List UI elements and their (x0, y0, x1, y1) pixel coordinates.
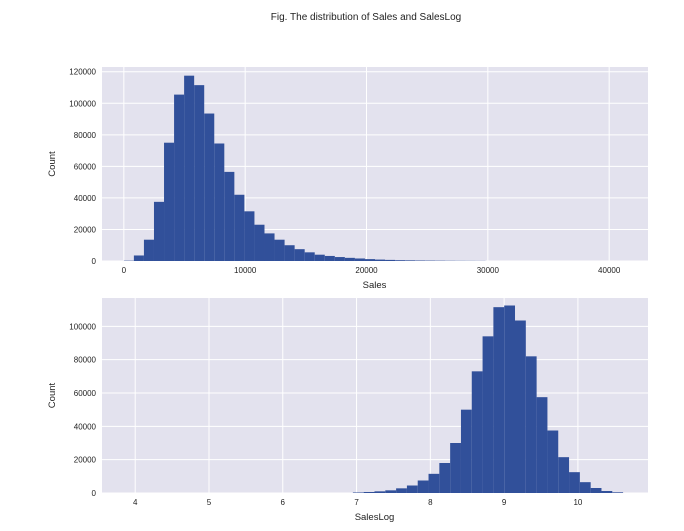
saleslog-y-tick-label-3: 60000 (74, 389, 97, 398)
saleslog-bar-19 (558, 457, 570, 493)
sales-y-tick-label-6: 120000 (69, 68, 96, 77)
sales-bar-13 (254, 224, 265, 261)
sales-x-tick-label-0: 0 (122, 266, 127, 275)
sales-bar-4 (164, 142, 175, 261)
sales-x-tick-label-2: 20000 (355, 266, 378, 275)
saleslog-bar-8 (439, 463, 451, 493)
sales-y-axis-label: Count (47, 151, 58, 177)
figure-title: Fig. The distribution of Sales and Sales… (271, 12, 462, 23)
saleslog-bar-12 (482, 336, 494, 493)
saleslog-bar-18 (547, 430, 559, 493)
sales-bar-25 (375, 259, 386, 261)
sales-y-tick-label-0: 0 (92, 257, 97, 266)
saleslog-x-tick-label-3: 7 (354, 498, 359, 507)
saleslog-histogram-panel: 4 5 6 7 8 9 10 0 20000 40000 60000 80000 100000 Sal… (47, 298, 648, 523)
saleslog-bar-16 (525, 356, 537, 493)
sales-bar-28 (405, 260, 416, 261)
sales-y-tick-label-5: 100000 (69, 99, 96, 108)
sales-bar-2 (143, 239, 154, 261)
saleslog-y-tick-label-5: 100000 (69, 322, 96, 331)
saleslog-x-tick-label-5: 9 (502, 498, 507, 507)
sales-bar-10 (224, 171, 235, 261)
saleslog-bar-21 (579, 482, 591, 493)
sales-bar-14 (264, 233, 275, 261)
sales-bar-12 (244, 211, 255, 261)
sales-bar-9 (214, 143, 225, 261)
sales-bar-1 (133, 255, 144, 261)
sales-bar-16 (284, 245, 295, 261)
saleslog-y-tick-label-1: 20000 (74, 456, 97, 465)
saleslog-bar-6 (417, 480, 429, 493)
saleslog-bar-14 (504, 305, 516, 493)
saleslog-x-tick-label-4: 8 (428, 498, 433, 507)
saleslog-bar-4 (396, 488, 407, 493)
saleslog-bar-15 (515, 320, 526, 493)
saleslog-x-tick-label-0: 4 (133, 498, 138, 507)
saleslog-bar-10 (460, 409, 472, 493)
saleslog-bar-2 (374, 491, 386, 493)
saleslog-y-axis-label: Count (47, 382, 58, 408)
saleslog-x-tick-labels: 4 5 6 7 8 9 10 (133, 498, 583, 507)
sales-bar-24 (364, 259, 375, 261)
sales-bar-19 (314, 254, 325, 261)
saleslog-y-tick-labels: 0 20000 40000 60000 80000 100000 (69, 322, 96, 498)
sales-bar-17 (294, 249, 305, 261)
saleslog-bar-22 (590, 488, 602, 493)
sales-bar-7 (194, 85, 205, 261)
sales-bar-5 (174, 94, 185, 261)
sales-bars (123, 75, 486, 261)
saleslog-bars (352, 305, 624, 493)
saleslog-y-tick-label-2: 40000 (74, 422, 97, 431)
sales-bar-23 (354, 258, 365, 261)
saleslog-x-tick-label-6: 10 (573, 498, 582, 507)
saleslog-bar-5 (406, 485, 418, 493)
sales-x-tick-label-1: 10000 (234, 266, 257, 275)
sales-y-tick-labels: 0 20000 40000 60000 80000 100000 120000 (69, 68, 96, 266)
saleslog-y-tick-label-0: 0 (92, 489, 97, 498)
sales-x-axis-label: Sales (363, 280, 387, 291)
sales-x-tick-label-3: 30000 (477, 266, 500, 275)
sales-y-tick-label-1: 20000 (74, 225, 97, 234)
saleslog-bar-24 (612, 492, 624, 493)
saleslog-bar-13 (493, 307, 505, 493)
saleslog-bar-9 (450, 443, 461, 493)
sales-histogram-panel: 0 10000 20000 30000 40000 0 20000 40000 60000 80… (47, 67, 648, 291)
sales-y-tick-label-2: 40000 (74, 194, 97, 203)
saleslog-x-tick-label-2: 6 (281, 498, 286, 507)
sales-x-tick-labels: 0 10000 20000 30000 40000 (122, 266, 621, 275)
sales-bar-11 (234, 194, 245, 261)
sales-bar-18 (304, 252, 315, 261)
sales-bar-3 (153, 201, 165, 261)
saleslog-bar-11 (471, 371, 483, 493)
sales-bar-15 (274, 239, 285, 261)
sales-y-tick-label-3: 60000 (74, 162, 97, 171)
saleslog-y-tick-label-4: 80000 (74, 356, 97, 365)
sales-bar-27 (395, 260, 406, 261)
sales-bar-20 (324, 255, 335, 261)
sales-bar-8 (204, 113, 215, 261)
saleslog-bar-17 (536, 397, 548, 493)
saleslog-bar-7 (428, 473, 440, 493)
saleslog-bar-1 (363, 492, 375, 493)
sales-y-tick-label-4: 80000 (74, 131, 97, 140)
saleslog-bar-3 (385, 490, 397, 493)
saleslog-bar-20 (569, 472, 580, 493)
saleslog-x-tick-label-1: 5 (207, 498, 212, 507)
sales-bar-26 (385, 259, 396, 261)
saleslog-bar-23 (601, 491, 613, 493)
saleslog-x-axis-label: SalesLog (355, 512, 395, 523)
sales-bar-6 (184, 75, 195, 261)
sales-bar-21 (334, 257, 345, 261)
sales-bar-22 (344, 257, 355, 261)
saleslog-bar-0 (352, 492, 364, 493)
sales-x-tick-label-4: 40000 (598, 266, 621, 275)
